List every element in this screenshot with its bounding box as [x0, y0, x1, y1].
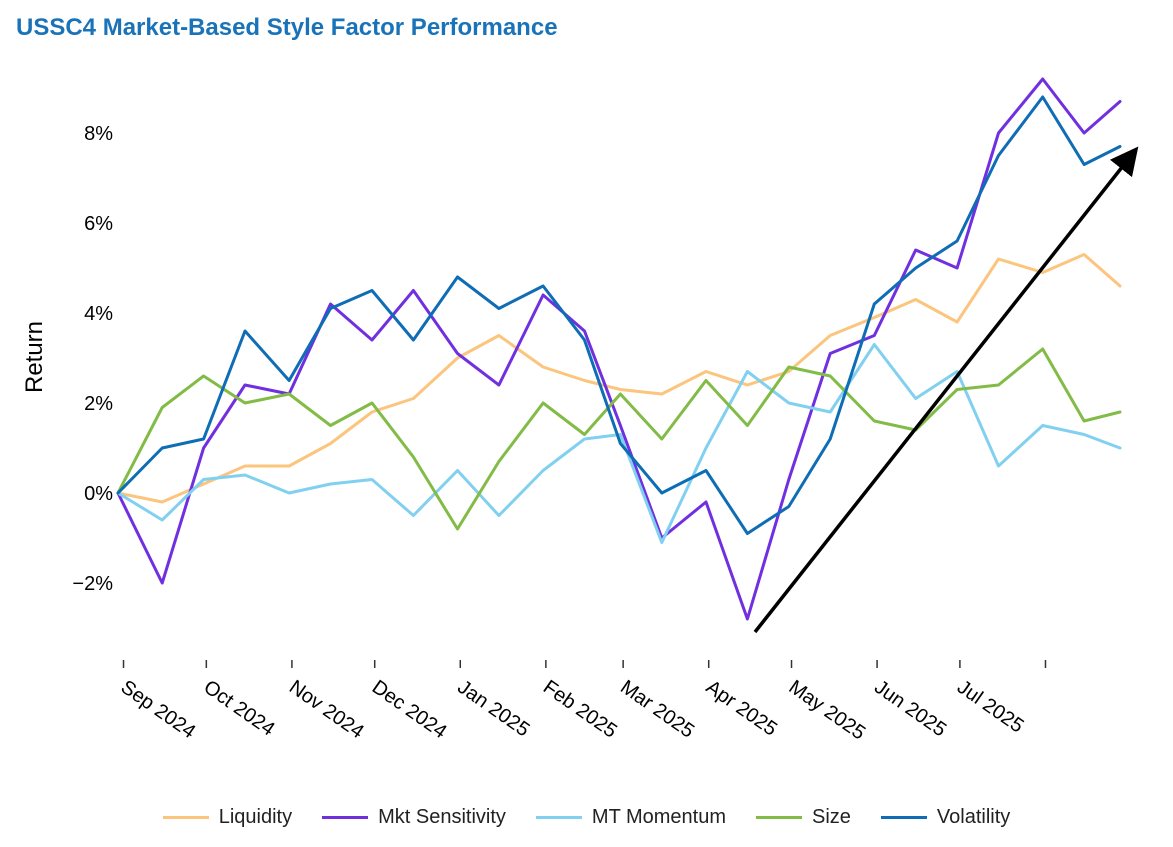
y-axis: −2% 0% 2% 4% 6% 8% [72, 123, 113, 595]
x-axis: Sep 2024 Oct 2024 Nov 2024 Dec 2024 Jan 2025… [117, 660, 1047, 744]
series-line-volatility [116, 95, 1122, 535]
series-line-mt-momentum [116, 343, 1122, 544]
legend-swatch [535, 816, 582, 819]
legend-label: MT Momentum [591, 806, 727, 828]
y-tick-label: 0% [84, 483, 113, 505]
y-tick-label: 4% [84, 303, 113, 325]
series-line-size [116, 347, 1122, 531]
legend-label: Liquidity [218, 806, 293, 828]
legend-item-size: Size [756, 806, 851, 829]
line-chart: −2% 0% 2% 4% 6% 8% Sep 2024 Oct 2024 Nov 2024 De… [21, 77, 1139, 744]
legend-swatch [322, 816, 369, 819]
x-tick-label: Apr 2025 [702, 676, 781, 741]
x-tick-label: Dec 2024 [368, 676, 451, 743]
legend-item-mt-momentum: MT Momentum [535, 806, 727, 829]
y-axis-title: Return [21, 321, 48, 393]
legend: Liquidity Mkt Sensitivity MT Momentum Size V… [0, 806, 1173, 829]
legend-swatch [756, 816, 803, 819]
x-tick-label: Nov 2024 [285, 676, 368, 743]
x-tick-label: Jun 2025 [870, 676, 950, 741]
series-line-mkt-sensitivity [116, 77, 1122, 621]
x-tick-label: Jul 2025 [953, 676, 1028, 737]
trend-arrow [753, 146, 1139, 634]
legend-item-volatility: Volatility [880, 806, 1011, 829]
legend-swatch [162, 816, 209, 819]
y-tick-label: 2% [84, 393, 113, 415]
x-tick-label: Mar 2025 [616, 676, 698, 742]
x-tick-label: May 2025 [785, 676, 870, 744]
legend-label: Size [812, 806, 851, 828]
legend-swatch [880, 816, 927, 819]
legend-label: Mkt Sensitivity [378, 806, 506, 828]
y-tick-label: −2% [72, 573, 113, 595]
x-tick-label: Jan 2025 [453, 676, 533, 741]
chart-title: USSC4 Market-Based Style Factor Performa… [16, 14, 558, 41]
legend-item-liquidity: Liquidity [162, 806, 293, 829]
y-tick-label: 6% [84, 213, 113, 235]
legend-label: Volatility [936, 806, 1011, 828]
y-tick-label: 8% [84, 123, 113, 145]
x-tick-label: Feb 2025 [539, 676, 621, 742]
x-tick-label: Oct 2024 [199, 676, 278, 741]
series-line-liquidity [116, 253, 1122, 504]
legend-item-mkt-sensitivity: Mkt Sensitivity [322, 806, 506, 829]
x-tick-label: Sep 2024 [117, 676, 200, 743]
series-layer [116, 77, 1122, 621]
